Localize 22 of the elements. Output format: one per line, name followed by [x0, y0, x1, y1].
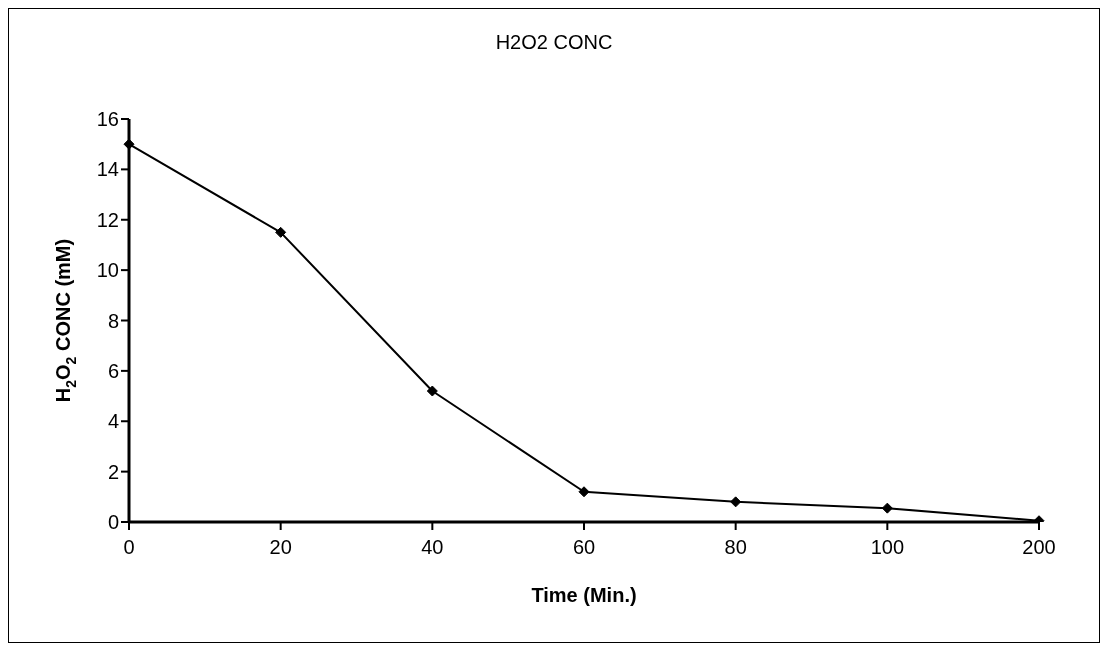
x-tick-label: 80 — [724, 536, 747, 559]
y-tick-label: 6 — [107, 359, 119, 382]
x-tick-label: 100 — [870, 536, 905, 559]
x-tick-label: 40 — [421, 536, 444, 559]
point — [881, 502, 893, 514]
point — [426, 385, 438, 397]
x-tick-label: 0 — [123, 536, 135, 559]
x-tick-label: 60 — [572, 536, 596, 559]
y-tick-label: 12 — [96, 208, 119, 231]
point — [275, 226, 287, 238]
x-tick-label: 20 — [269, 536, 292, 559]
point — [578, 486, 590, 498]
x-tick-label: 200 — [1022, 536, 1056, 559]
y-tick-label: 4 — [107, 410, 119, 433]
chart-title: H2O2 CONC — [494, 31, 614, 54]
y-tick-label: 2 — [107, 460, 119, 483]
y-tick-label: 14 — [96, 158, 119, 181]
y-tick-label: 16 — [96, 108, 119, 131]
y-tick-label: 10 — [96, 259, 119, 282]
y-tick-label: 0 — [107, 511, 119, 534]
y-tick-label: 8 — [107, 309, 119, 332]
x-axis-title: Time (Min.) — [531, 584, 637, 606]
